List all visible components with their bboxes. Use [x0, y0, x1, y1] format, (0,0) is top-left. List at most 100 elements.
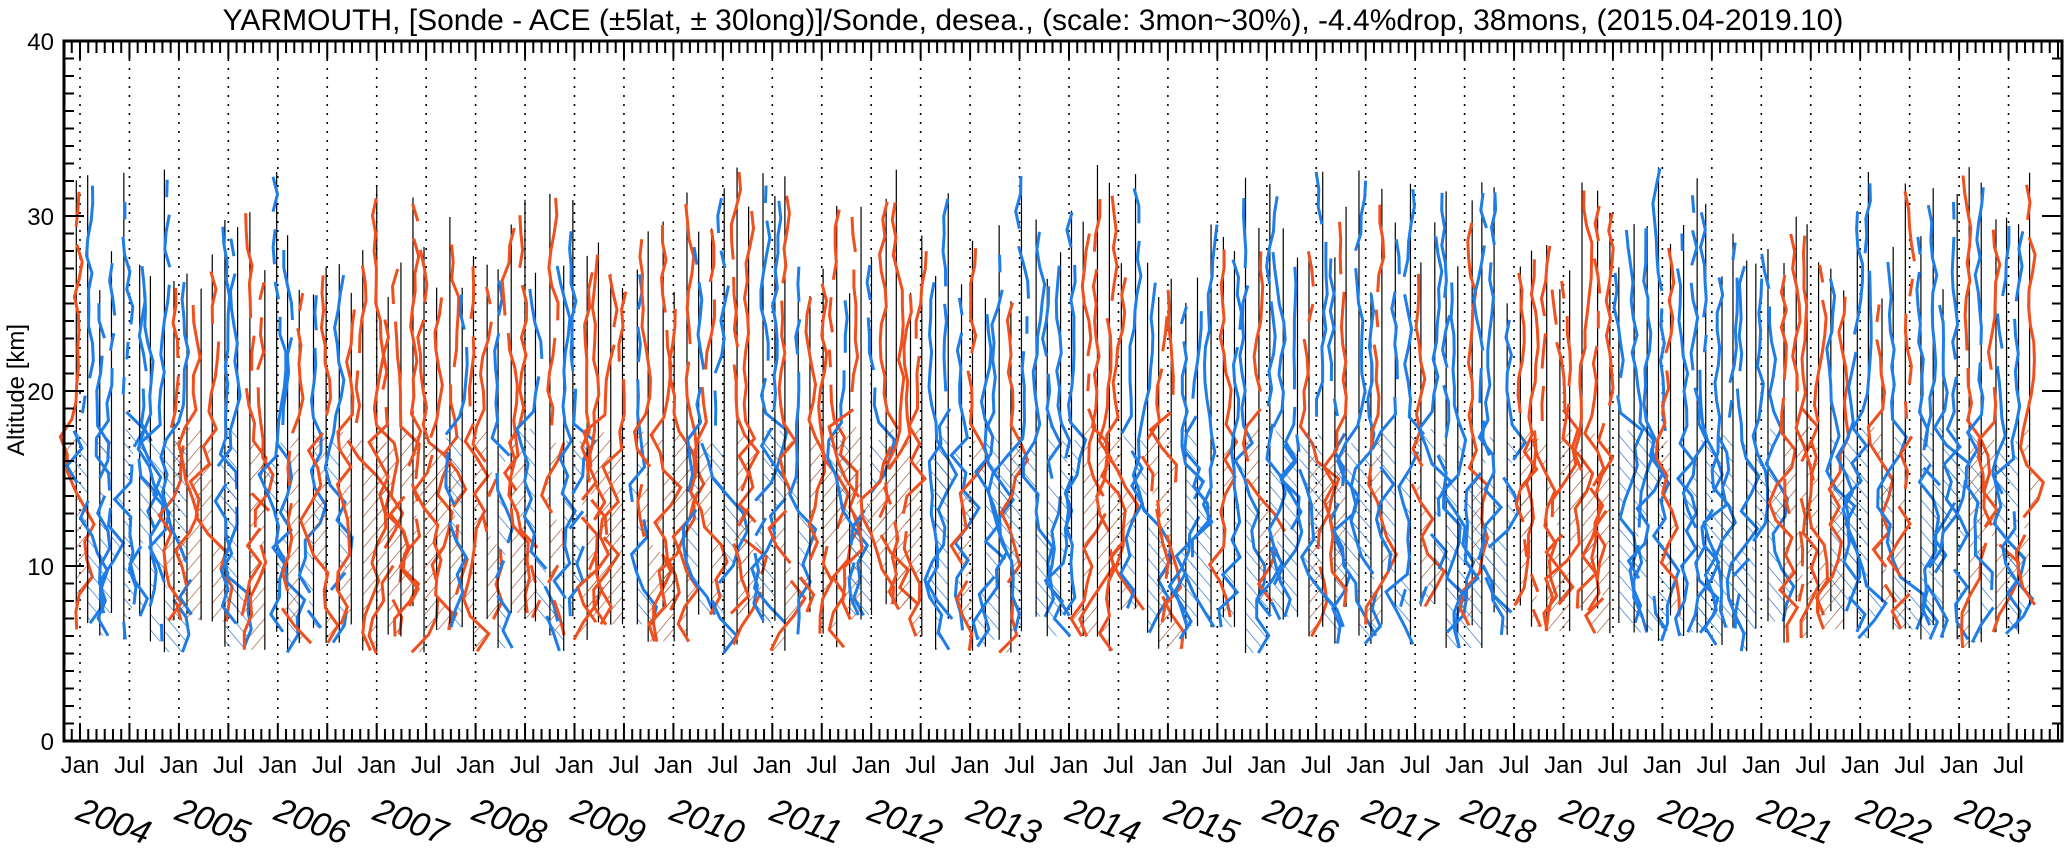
profile: [1767, 263, 1800, 643]
profile-curve: [1140, 455, 1155, 492]
profile-hatch: [1411, 431, 1445, 607]
profile-hatch: [1633, 439, 1654, 633]
x-month-label: Jan: [357, 752, 396, 779]
profile-curve: [552, 265, 577, 600]
profile-curve: [323, 274, 354, 556]
profile-curve: [1054, 265, 1072, 459]
profile-curve: [1120, 240, 1143, 435]
chart-title: YARMOUTH, [Sonde - ACE (±5lat, ± 30long)…: [223, 4, 1844, 37]
x-year-label: 2010: [664, 791, 749, 853]
x-month-label: Jul: [1103, 752, 1134, 779]
profile-curve: [1899, 435, 1914, 489]
profile-curve: [1852, 211, 1865, 335]
profile-hatch: [541, 442, 565, 636]
profile-curve: [998, 600, 1019, 654]
profile-curve: [763, 185, 768, 204]
profile-curve: [169, 375, 180, 429]
profile-hatch: [1271, 427, 1302, 620]
profile-curve: [411, 203, 420, 222]
profile-curve: [546, 337, 557, 426]
profile-hatch: [1516, 434, 1541, 627]
profile-curve: [2025, 184, 2032, 221]
profile: [1543, 270, 1595, 632]
profile-curve: [759, 220, 772, 361]
x-month-label: Jan: [1445, 752, 1484, 779]
profile-hatch: [1919, 429, 1939, 640]
profile-hatch: [1585, 440, 1613, 634]
profile-curve: [1952, 201, 1956, 220]
profile-curve: [1540, 385, 1546, 422]
profile-curve: [594, 379, 626, 625]
profile-curve: [1440, 192, 1448, 298]
x-axis-labels: Jan Jul Jan Jul Jan Jul Jan Jul Jan Jul Jan Jul Jan J…: [61, 752, 2035, 853]
profile-curve: [108, 332, 116, 351]
profile-curve: [1322, 291, 1348, 607]
profile-curve: [418, 249, 429, 303]
profile-hatch: [1351, 433, 1381, 644]
profile-hatch: [369, 443, 403, 654]
profile-curve: [1779, 274, 1788, 381]
profile-curve: [1180, 341, 1206, 500]
profile-curve: [1374, 465, 1396, 572]
profile-curve: [1110, 195, 1119, 301]
profile: [257, 171, 288, 633]
profile-curve: [1550, 289, 1558, 325]
profile-curve: [1402, 189, 1416, 278]
profile: [1725, 260, 1761, 652]
profile-curve: [1593, 205, 1601, 242]
profile-curve: [547, 564, 560, 584]
profile-hatch: [1944, 429, 1968, 640]
profile-curve: [213, 482, 238, 625]
profile-curve: [750, 497, 787, 622]
profile: [298, 267, 340, 644]
profile-curve: [209, 271, 218, 325]
profile: [1807, 262, 1830, 616]
profile: [2014, 172, 2045, 606]
profile-curve: [370, 197, 405, 549]
x-month-label: Jul: [1004, 752, 1035, 779]
profile-curve: [507, 284, 539, 549]
profile-curve: [818, 545, 834, 634]
x-month-label: Jul: [708, 752, 739, 779]
profile: [987, 176, 1030, 632]
profile-hatch: [1574, 435, 1603, 611]
profile-curve: [1332, 398, 1339, 417]
profile-curve: [280, 607, 313, 645]
profile-hatch: [1817, 436, 1849, 630]
profile-curve: [444, 347, 469, 436]
profile-curve: [1654, 370, 1681, 616]
profile-curve: [1550, 341, 1580, 518]
profile-curve: [1045, 373, 1063, 480]
profile-curve: [608, 274, 619, 328]
profile-hatch: [1618, 430, 1643, 623]
profile-curve: [173, 305, 202, 586]
y-tick-label: 40: [27, 29, 54, 56]
profile-curve: [469, 266, 476, 320]
profile-curve: [1843, 270, 1888, 640]
profile: [1731, 263, 1770, 629]
profile-curve: [794, 318, 802, 355]
profile-curve: [1295, 434, 1301, 452]
profile-curve: [1513, 430, 1538, 607]
profile: [1097, 182, 1127, 652]
profile-hatch: [1099, 440, 1126, 651]
profile-curve: [547, 197, 560, 321]
profile: [1062, 210, 1088, 616]
profile-curve: [1540, 333, 1547, 369]
profile-curve: [1674, 268, 1698, 637]
x-month-label: Jan: [753, 752, 792, 779]
profile-curve: [1489, 192, 1498, 246]
profile-curve: [1531, 608, 1542, 628]
profile-hatch: [1063, 439, 1086, 615]
profile-curve: [1270, 601, 1282, 621]
profile-hatch: [492, 438, 514, 649]
profile-curve: [257, 316, 288, 633]
profile-curve: [2001, 226, 2011, 297]
x-month-label: Jul: [312, 752, 343, 779]
profile: [1942, 194, 1970, 641]
profile-hatch: [596, 431, 623, 625]
profile-curve: [941, 198, 950, 287]
profile: [1233, 177, 1271, 654]
profile-curve: [1080, 233, 1093, 357]
profile: [1148, 278, 1183, 623]
